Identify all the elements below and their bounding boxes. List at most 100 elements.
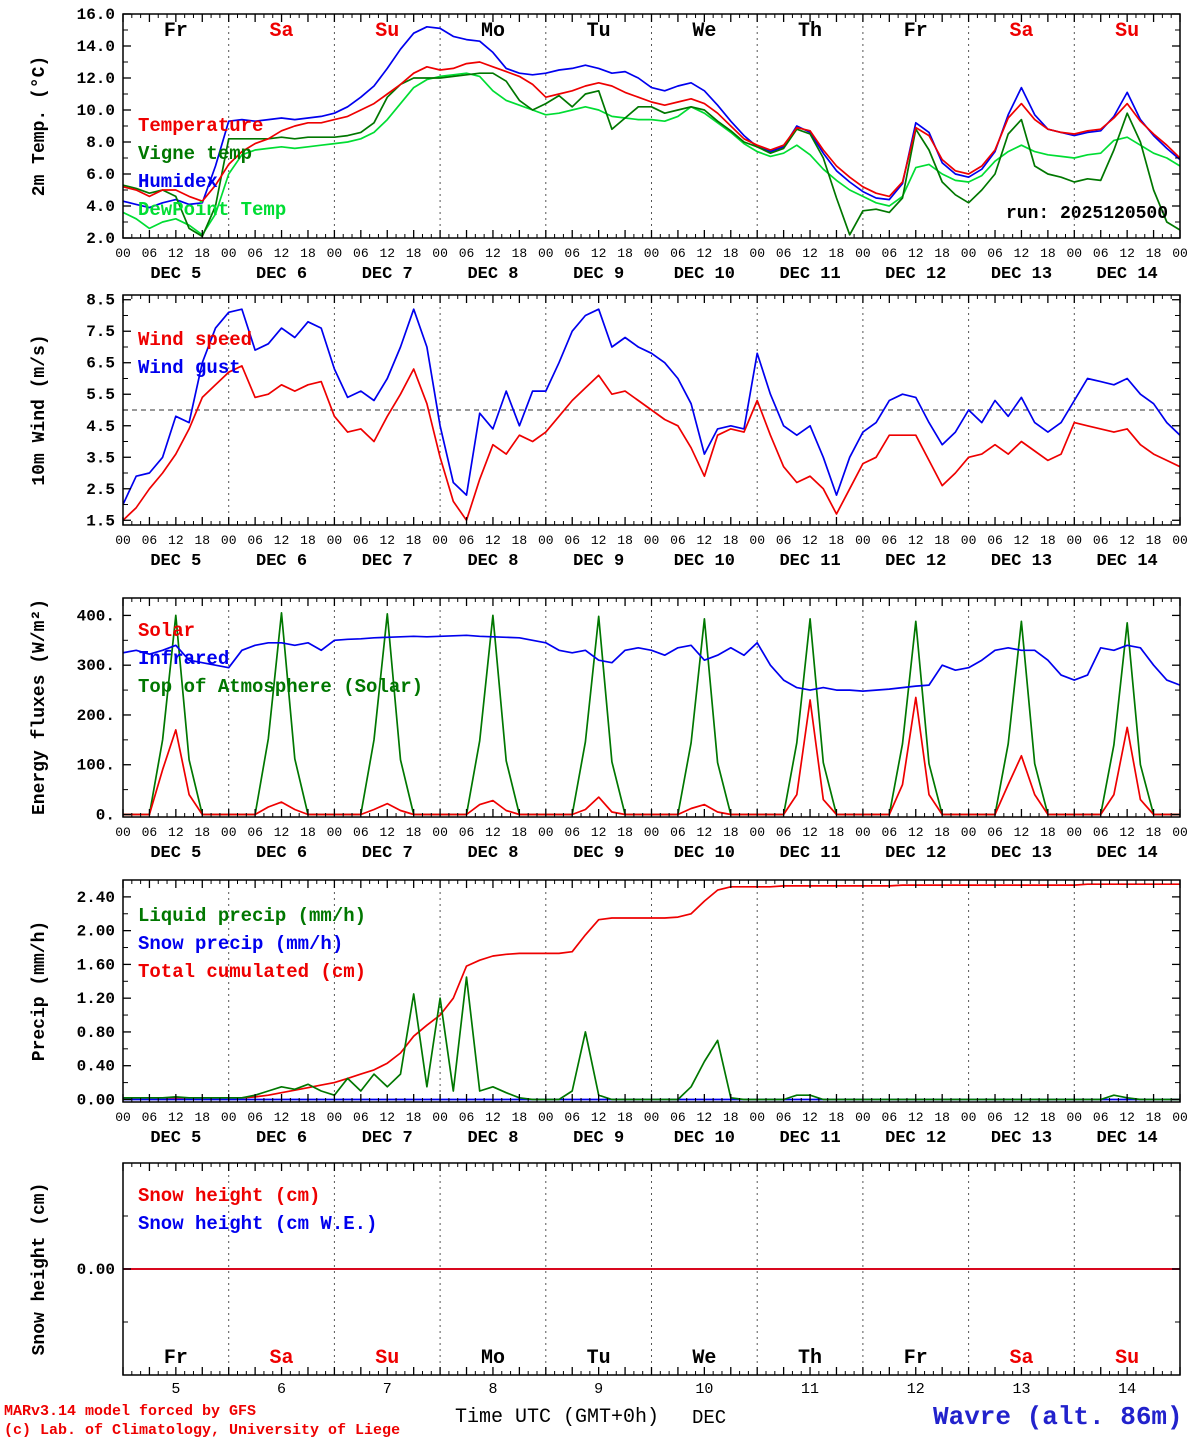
- hour-tick-label: 12: [485, 246, 501, 261]
- hour-tick-label: 12: [802, 825, 818, 840]
- day-label: DEC 6: [256, 552, 307, 571]
- day-number-label: 13: [1012, 1381, 1030, 1398]
- hour-tick-label: 18: [829, 825, 845, 840]
- hour-tick-label: 00: [961, 825, 977, 840]
- y-axis-label-energy: Energy fluxes (W/m²): [30, 598, 50, 816]
- hour-tick-label: 12: [1119, 825, 1135, 840]
- hour-tick-label: 00: [432, 533, 448, 548]
- hour-tick-label: 12: [908, 246, 924, 261]
- day-label: DEC 8: [467, 265, 518, 284]
- legend-item-snow-height: Snow height (cm): [138, 1185, 321, 1207]
- series-vigne-temp: [123, 72, 1180, 238]
- hour-tick-label: 18: [406, 825, 422, 840]
- day-label: DEC 12: [885, 844, 946, 863]
- hour-tick-label: 18: [934, 533, 950, 548]
- hour-tick-label: 06: [247, 246, 263, 261]
- hour-tick-label: 18: [1040, 533, 1056, 548]
- y-tick-label: 200.: [77, 707, 115, 725]
- station-title: Wavre (alt. 86m): [933, 1402, 1183, 1432]
- hour-tick-label: 12: [1014, 246, 1030, 261]
- hour-tick-label: 00: [221, 825, 237, 840]
- hour-tick-label: 18: [512, 1110, 528, 1125]
- hour-tick-label: 18: [300, 533, 316, 548]
- hour-tick-label: 18: [1040, 1110, 1056, 1125]
- hour-tick-label: 18: [934, 246, 950, 261]
- hour-tick-label: 12: [168, 246, 184, 261]
- day-label: DEC 8: [467, 1129, 518, 1148]
- hour-tick-label: 06: [459, 825, 475, 840]
- hour-tick-label: 00: [961, 1110, 977, 1125]
- hour-tick-label: 12: [697, 1110, 713, 1125]
- y-tick-label: 2.40: [77, 889, 115, 907]
- day-number-label: 14: [1118, 1381, 1136, 1398]
- hour-tick-label: 18: [1040, 246, 1056, 261]
- series-dewpoint-temp: [123, 72, 1180, 236]
- y-tick-label: 6.5: [86, 355, 115, 373]
- weekday-label: Tu: [587, 20, 611, 43]
- hour-tick-label: 12: [1014, 825, 1030, 840]
- hour-tick-label: 12: [274, 825, 290, 840]
- hour-tick-label: 00: [855, 533, 871, 548]
- hour-tick-label: 06: [564, 1110, 580, 1125]
- legend-item-temperature: Temperature: [138, 115, 264, 137]
- day-label: DEC 10: [674, 265, 735, 284]
- hour-tick-label: 00: [221, 533, 237, 548]
- y-axis-label-precip: Precip (mm/h): [30, 920, 50, 1062]
- y-tick-label: 16.0: [77, 6, 115, 24]
- legend-item-humidex: Humidex: [138, 171, 218, 193]
- day-label: DEC 7: [362, 265, 413, 284]
- hour-tick-label: 06: [776, 246, 792, 261]
- day-label: DEC 13: [991, 844, 1052, 863]
- legend-item-liquid-precip: Liquid precip (mm/h): [138, 905, 367, 927]
- day-label: DEC 14: [1097, 1129, 1158, 1148]
- day-label: DEC 13: [991, 265, 1052, 284]
- day-label: DEC 8: [467, 844, 518, 863]
- hour-tick-label: 00: [1172, 825, 1188, 840]
- day-number-label: 8: [488, 1381, 497, 1398]
- footer-model-line: MARv3.14 model forced by GFS: [4, 1403, 257, 1420]
- hour-tick-label: 18: [829, 246, 845, 261]
- hour-tick-label: 12: [697, 825, 713, 840]
- hour-tick-label: 12: [908, 825, 924, 840]
- hour-tick-label: 12: [697, 246, 713, 261]
- panel-precipitation: 0.00 0.40 0.80 1.20 1.60 2.00 2.40 00 06 12 18 00 06…: [77, 879, 1188, 1148]
- hour-tick-label: 12: [379, 533, 395, 548]
- hour-tick-label: 06: [987, 246, 1003, 261]
- y-tick-label: 4.5: [86, 418, 115, 436]
- weekday-label: Th: [798, 1347, 822, 1370]
- hour-tick-label: 12: [168, 1110, 184, 1125]
- day-label: DEC 12: [885, 1129, 946, 1148]
- hour-tick-label: 00: [327, 246, 343, 261]
- hour-tick-label: 12: [274, 533, 290, 548]
- weekday-label: Sa: [270, 1347, 294, 1370]
- day-label: DEC 6: [256, 1129, 307, 1148]
- y-tick-label: 0.00: [77, 1261, 115, 1279]
- day-label: DEC 5: [150, 265, 201, 284]
- hour-tick-label: 00: [115, 825, 131, 840]
- series-wind-gust: [123, 308, 1180, 505]
- hour-tick-label: 00: [1172, 1110, 1188, 1125]
- hour-tick-label: 06: [776, 825, 792, 840]
- hour-tick-label: 12: [485, 1110, 501, 1125]
- hour-tick-label: 00: [1172, 246, 1188, 261]
- hour-tick-label: 18: [723, 246, 739, 261]
- hour-tick-label: 00: [1066, 1110, 1082, 1125]
- hour-tick-label: 06: [247, 1110, 263, 1125]
- hour-tick-label: 18: [934, 825, 950, 840]
- y-tick-label: 0.00: [77, 1091, 115, 1109]
- day-label: DEC 11: [779, 552, 840, 571]
- hour-tick-label: 00: [327, 1110, 343, 1125]
- day-label: DEC 9: [573, 844, 624, 863]
- y-tick-label: 6.0: [86, 166, 115, 184]
- y-axis-label-temperature: 2m Temp. (°C): [30, 55, 50, 197]
- hour-tick-label: 06: [1093, 825, 1109, 840]
- day-label: DEC 14: [1097, 844, 1158, 863]
- hour-tick-label: 12: [802, 246, 818, 261]
- hour-tick-label: 12: [168, 533, 184, 548]
- hour-tick-label: 00: [538, 533, 554, 548]
- legend-item-snow-height-we: Snow height (cm W.E.): [138, 1213, 378, 1235]
- day-number-label: 5: [171, 1381, 180, 1398]
- y-tick-label: 1.60: [77, 956, 115, 974]
- series-infrared: [123, 634, 1180, 692]
- y-tick-label: 14.0: [77, 38, 115, 56]
